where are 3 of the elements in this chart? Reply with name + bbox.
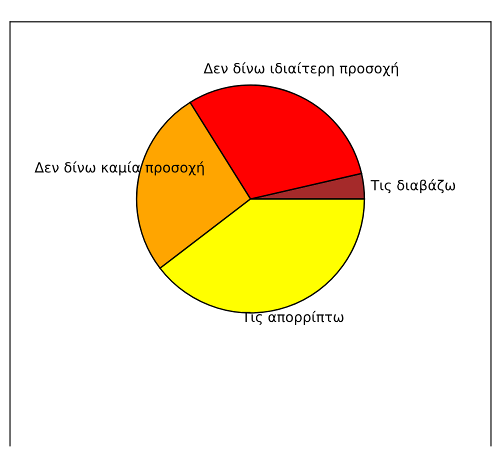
slice-label: Δεν δίνω ιδιαίτερη προσοχή [204, 62, 398, 76]
slice-label: Δεν δίνω καμία προσοχή [34, 161, 204, 176]
slice-label: Τις διαβάζω [370, 179, 456, 194]
